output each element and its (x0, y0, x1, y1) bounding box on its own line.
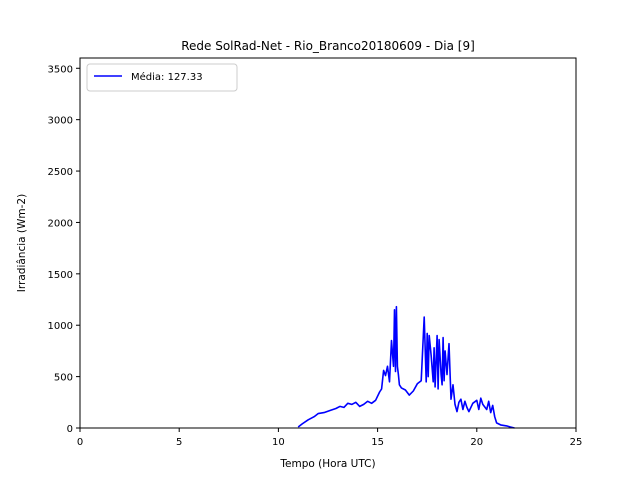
y-tick-label: 1000 (48, 321, 73, 332)
y-tick-label: 3000 (48, 116, 73, 127)
x-tick-label: 25 (570, 437, 583, 448)
chart-title: Rede SolRad-Net - Rio_Branco20180609 - D… (181, 39, 475, 53)
legend: Média: 127.33 (86, 63, 238, 92)
legend-label-media: Média: 127.33 (131, 71, 203, 83)
legend-box (86, 63, 238, 92)
y-axis-label: Irradiância (Wm-2) (16, 194, 28, 292)
plot-area (79, 57, 577, 429)
x-axis-label: Tempo (Hora UTC) (279, 458, 375, 470)
plot-frame (79, 57, 577, 429)
y-tick-label: 500 (54, 373, 73, 384)
y-tick-label: 0 (67, 424, 73, 435)
y-tick-label: 2500 (48, 167, 73, 178)
x-axis: 0 5 10 15 20 25 (77, 428, 583, 448)
y-tick-label: 1500 (48, 270, 73, 281)
y-axis: 0 500 1000 1500 2000 2500 3000 3500 (48, 64, 80, 435)
y-tick-label: 2000 (48, 218, 73, 229)
x-tick-label: 20 (470, 437, 483, 448)
series-line-media (297, 305, 515, 429)
x-tick-label: 15 (371, 437, 384, 448)
x-tick-label: 10 (272, 437, 285, 448)
y-tick-label: 3500 (48, 64, 73, 75)
x-tick-label: 0 (77, 437, 83, 448)
x-tick-label: 5 (176, 437, 182, 448)
